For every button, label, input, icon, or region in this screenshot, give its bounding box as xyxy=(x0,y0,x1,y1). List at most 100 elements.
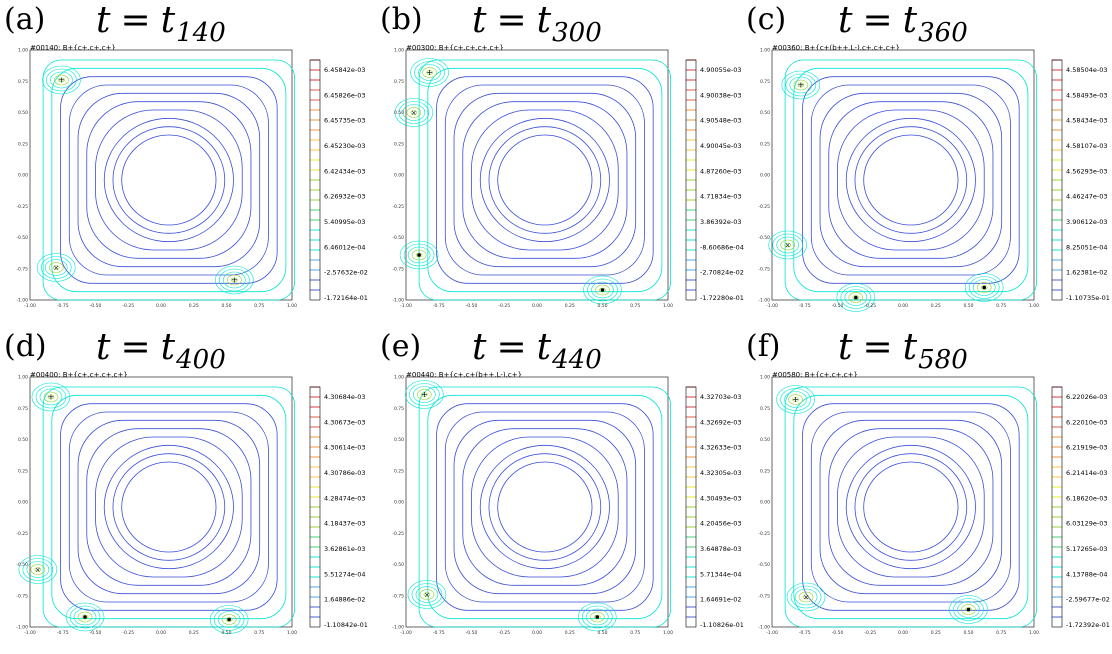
x-tick-label: -0.75 xyxy=(799,630,811,636)
colorbar-frame xyxy=(309,59,321,301)
corner-vortex-contour xyxy=(69,605,101,629)
panel-label: (a) xyxy=(4,2,46,37)
y-tick-label: 1.00 xyxy=(394,375,404,381)
plot-header: #00440: B+{c+.c+(b++,L-).c+} xyxy=(406,371,523,379)
x-tick-label: -0.50 xyxy=(832,303,844,309)
corner-vortex-contour xyxy=(410,58,449,87)
contour-line xyxy=(854,453,968,561)
colorbar-label: 4.46247e-03 xyxy=(1066,193,1108,201)
colorbar-label: 4.30673e-03 xyxy=(324,418,366,426)
saddle-marker: × xyxy=(53,264,59,272)
vortex-center-dot xyxy=(417,253,421,257)
colorbar-label: 4.30614e-03 xyxy=(324,444,366,452)
contour-line xyxy=(453,92,637,268)
y-tick-label: -0.75 xyxy=(392,593,404,599)
corner-vortex-contour xyxy=(31,382,71,412)
corner-vortex-contour xyxy=(73,608,97,626)
colorbar-label: 6.45735e-03 xyxy=(324,117,366,125)
corner-vortex-contour xyxy=(961,604,976,615)
corner-vortex-contour xyxy=(797,82,805,88)
x-tick-label: 0.75 xyxy=(254,303,264,309)
colorbar-label: 8.25051e-04 xyxy=(1066,243,1108,251)
x-tick-label: 0.50 xyxy=(221,303,231,309)
contour-line xyxy=(453,419,637,595)
corner-vortex-contour xyxy=(852,295,860,300)
corner-vortex-contour xyxy=(802,594,810,600)
colorbar-label: 6.22010e-03 xyxy=(1066,418,1108,426)
corner-vortex-contour xyxy=(36,253,76,282)
contour-line xyxy=(837,436,985,578)
time-subscript: 400 xyxy=(176,345,226,375)
corner-vortex-contour xyxy=(972,279,996,296)
corner-vortex-contour xyxy=(426,70,433,75)
x-tick-label: 0.00 xyxy=(156,303,166,309)
colorbar-label: 6.45230e-03 xyxy=(324,142,366,150)
corner-vortex-contour xyxy=(403,243,435,267)
colorbar-label: -1.10826e-01 xyxy=(700,621,744,629)
corner-vortex-contour xyxy=(794,588,818,606)
colorbar-label: 4.58504e-03 xyxy=(1066,66,1108,74)
contour-line xyxy=(444,84,645,276)
contour-line xyxy=(436,403,654,611)
y-tick-label: 1.00 xyxy=(18,48,28,54)
colorbar-label: 1.64886e-02 xyxy=(324,596,366,604)
contour-line xyxy=(802,76,1020,284)
time-symbol: t xyxy=(472,0,487,41)
y-tick-label: 0.50 xyxy=(18,110,28,116)
y-tick-label: -0.50 xyxy=(758,235,770,241)
colorbar-label: -2.59677e-02 xyxy=(1066,596,1110,604)
colorbar-label: 5.51274e-04 xyxy=(324,570,366,578)
contour-line xyxy=(810,411,1011,603)
contour-line xyxy=(793,67,1029,293)
corner-vortex-contour xyxy=(953,598,984,621)
colorbar-label: 4.32692e-03 xyxy=(700,418,742,426)
colorbar-label: 3.64878e-03 xyxy=(700,545,742,553)
corner-vortex-contour xyxy=(591,281,614,299)
contour-line xyxy=(802,403,1020,611)
x-tick-label: -1.00 xyxy=(766,303,778,309)
contour-line xyxy=(77,419,261,595)
colorbar-label: 6.26932e-03 xyxy=(324,193,366,201)
panel-e: (e) t = t440 #00440: B+{c+.c+(b++,L-).c+} … xyxy=(376,327,746,654)
colorbar-label: 6.22026e-03 xyxy=(1066,393,1108,401)
colorbar-label: -2.57632e-02 xyxy=(324,269,368,277)
contour-line xyxy=(863,461,959,553)
y-tick-label: 0.50 xyxy=(760,110,770,116)
contour-line xyxy=(819,92,1003,268)
corner-vortex-contour xyxy=(402,104,426,121)
y-tick-label: 0.50 xyxy=(760,437,770,443)
contour-plot: + × + -1.00 -0.75 -0.50 -0.25 0.00 0.25 0.50 0.75 1… xyxy=(16,48,368,310)
y-tick-label: 0.00 xyxy=(760,500,770,506)
colorbar-label: 4.32633e-03 xyxy=(700,444,742,452)
panel-label: (f) xyxy=(746,329,781,364)
corner-vortex-contour xyxy=(793,79,809,91)
corner-vortex-contour xyxy=(30,564,46,575)
colorbar-label: -1.10735e-01 xyxy=(1066,294,1110,302)
contour-line xyxy=(784,59,1038,301)
corner-vortex-contour xyxy=(407,580,447,609)
contour-line xyxy=(845,444,976,570)
y-tick-label: 0.75 xyxy=(760,79,770,85)
vortex-center-dot xyxy=(982,285,987,290)
corner-vortex-contour xyxy=(39,388,63,406)
corner-vortex-contour xyxy=(81,614,89,620)
time-symbol: t xyxy=(96,0,111,41)
y-tick-label: 1.00 xyxy=(760,375,770,381)
x-tick-label: -0.75 xyxy=(433,303,445,309)
contour-line xyxy=(479,117,610,243)
panel-time: t = t140 xyxy=(96,0,226,48)
corner-vortex-contour xyxy=(215,265,254,295)
contour-line xyxy=(497,134,593,226)
vortex-center-dot xyxy=(600,288,605,292)
corner-vortex-contour xyxy=(50,71,73,89)
contour-plot: + × -1.00 -0.75 -0.50 -0.25 0.00 0.25 0.50 0.75 1.… xyxy=(758,48,1110,312)
y-tick-label: 0.00 xyxy=(18,173,28,179)
y-tick-label: -0.25 xyxy=(758,531,770,537)
corner-vortex-contour xyxy=(44,259,68,276)
contour-line xyxy=(418,386,672,628)
corner-vortex-contour xyxy=(35,385,67,409)
corner-vortex-contour xyxy=(217,611,241,628)
time-base: t xyxy=(160,0,176,41)
corner-vortex-contour xyxy=(77,611,93,623)
corner-vortex-contour xyxy=(423,592,431,597)
